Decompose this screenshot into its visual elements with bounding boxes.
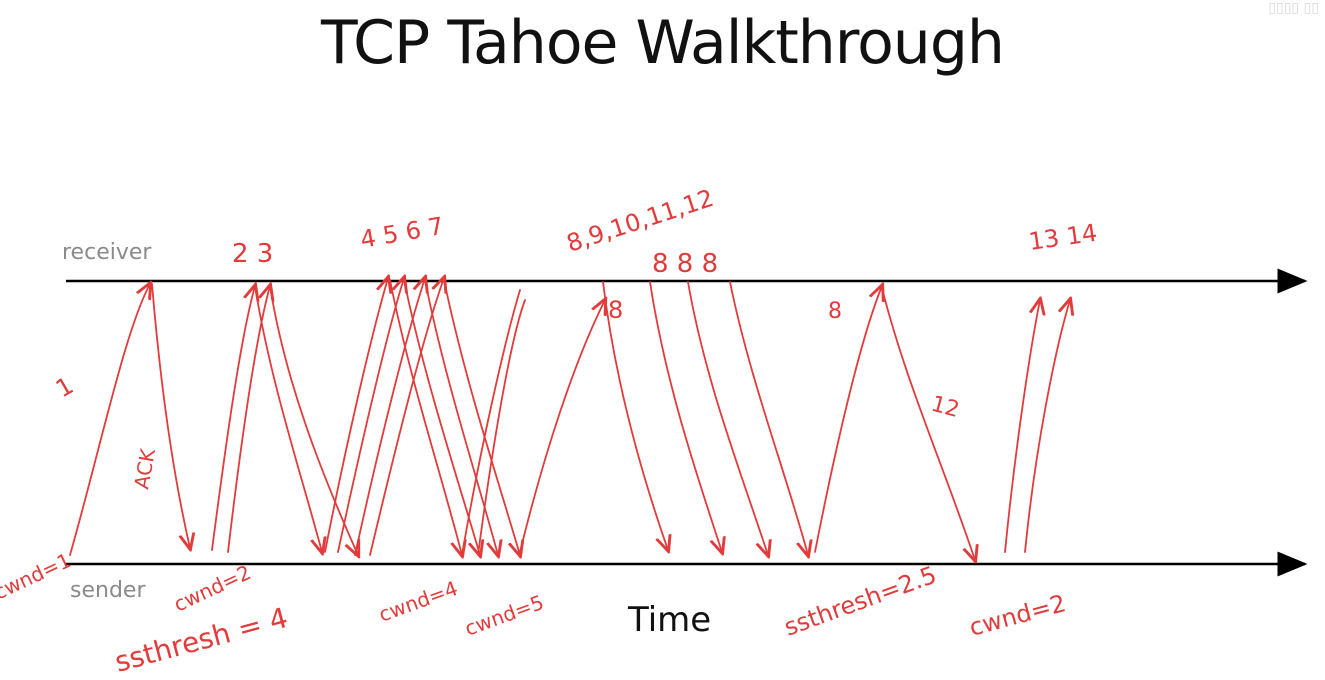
annotation-ssthresh-4: ssthresh = 4 [111, 601, 291, 679]
ack-arrow [649, 281, 722, 552]
annotation-cwnd-5: cwnd=5 [462, 590, 547, 641]
ack-arrow [269, 285, 358, 555]
retransmit-arrow [814, 286, 882, 553]
annotation-cwnd-4: cwnd=4 [376, 576, 461, 627]
annotation-ssthresh-2-5: ssthresh=2.5 [780, 561, 940, 642]
packet-arrow [461, 289, 521, 556]
annotation-cwnd-after: cwnd=2 [966, 589, 1069, 642]
sender-label: sender [70, 578, 146, 603]
ack-arrow [389, 279, 462, 555]
packet-arrow [211, 286, 255, 551]
time-label: Time [628, 600, 712, 640]
annotation-packet-1: 1 [51, 371, 78, 403]
packet-arrow [354, 278, 425, 556]
annotation-ack: ACK [129, 446, 160, 491]
packet-arrow [324, 278, 388, 553]
ack-arrow [729, 281, 808, 555]
packet-arrow [1004, 300, 1040, 553]
slide-title: TCP Tahoe Walkthrough [321, 8, 1005, 78]
watermark: ▯▯▯▯ ▯▯ [1268, 0, 1319, 16]
annotation-acks-8: 8 8 8 [652, 249, 718, 279]
annotation-pkts-13-14: 13 14 [1027, 219, 1099, 256]
ack-arrow [687, 281, 768, 555]
packet-arrow [477, 299, 526, 556]
ack-arrow [443, 279, 520, 555]
annotation-ack-12: 12 [928, 392, 962, 423]
packet-arrow [337, 278, 404, 553]
ack-arrow [151, 283, 190, 548]
annotation-retx-8: 8 [828, 299, 842, 324]
annotation-cwnd-1: cwnd=1 [0, 548, 75, 604]
receiver-label: receiver [62, 240, 152, 265]
ack-arrow [254, 285, 322, 552]
packet-arrow [1024, 300, 1070, 553]
annotation-recv-8: 8 [608, 296, 623, 324]
annotation-pkts-2-3: 2 3 [232, 239, 273, 269]
packet-arrow [227, 286, 270, 553]
annotation-pkts-8-12: 8,9,10,11,12 [563, 184, 717, 258]
packet-arrow [69, 284, 150, 556]
ack-arrow [424, 279, 498, 555]
ack-arrow [881, 287, 975, 560]
annotation-cwnd-2: cwnd=2 [170, 560, 255, 616]
packet-arrow [519, 300, 605, 553]
lost-packet-arrow [602, 281, 668, 550]
packet-arrow [369, 278, 444, 556]
annotation-pkts-4-7: 4 5 6 7 [358, 212, 446, 254]
ack-arrow [403, 279, 480, 555]
